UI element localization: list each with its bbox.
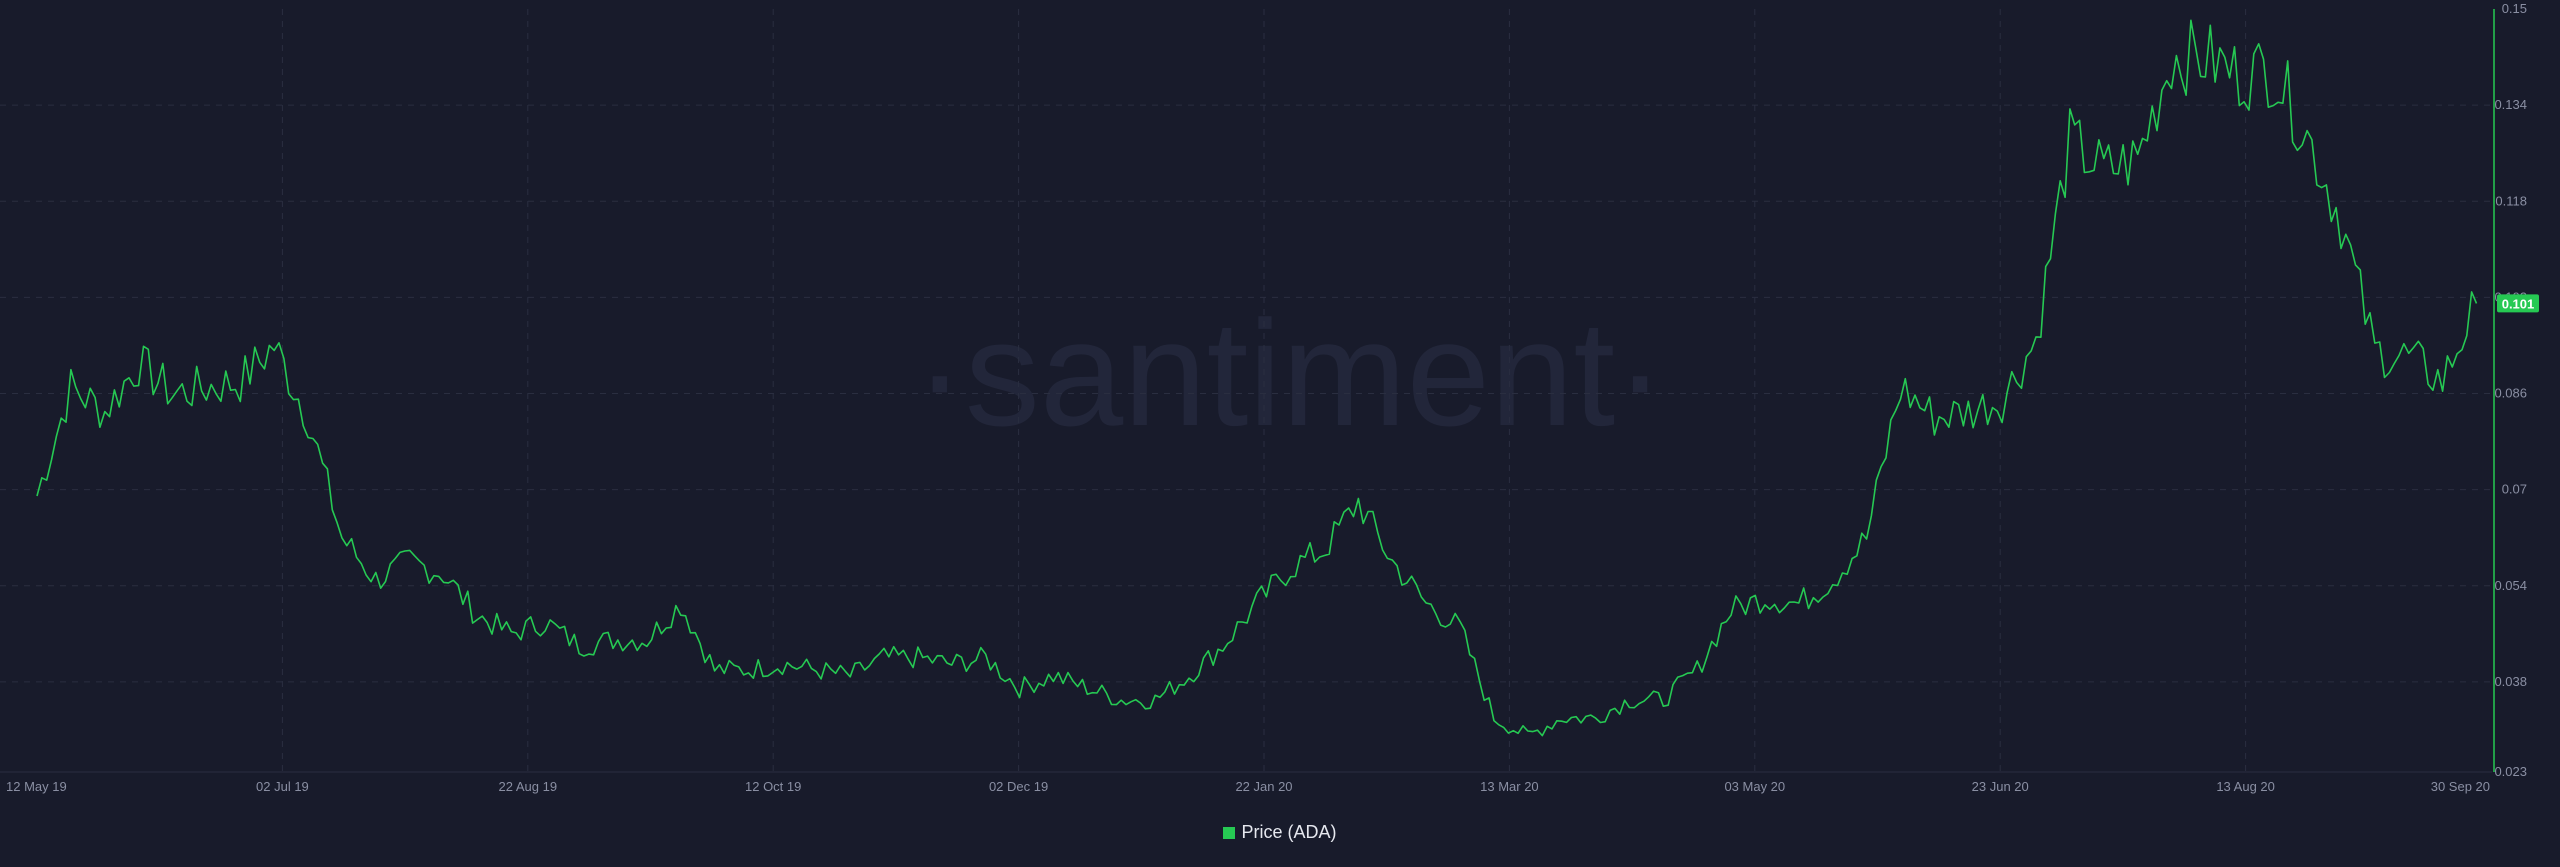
x-axis: 12 May 19 02 Jul 19 22 Aug 19 12 Oct 19 02 D…	[0, 771, 2492, 794]
x-tick-label: 13 Mar 20	[1480, 779, 1539, 794]
series-group	[36, 19, 2478, 737]
x-tick-label: 12 May 19	[6, 779, 67, 794]
x-tick-label: 02 Dec 19	[989, 779, 1048, 794]
legend-label: Price (ADA)	[1241, 822, 1337, 842]
y-tick-label: 0.15	[2502, 1, 2527, 16]
x-tick-label: 02 Jul 19	[256, 779, 309, 794]
y-tick-label: 0.134	[2494, 97, 2527, 112]
y-tick-label: 0.023	[2494, 764, 2527, 779]
y-tick-label: 0.118	[2495, 193, 2527, 208]
santiment-watermark: ·santiment·	[915, 289, 1665, 457]
x-tick-label: 22 Aug 19	[499, 779, 558, 794]
last-value-label: 0.101	[2502, 296, 2535, 311]
legend-swatch	[1223, 827, 1236, 839]
x-tick-label: 22 Jan 20	[1235, 779, 1292, 794]
last-value-badge: 0.101	[2497, 294, 2539, 313]
x-tick-label: 23 Jun 20	[1972, 779, 2029, 794]
y-tick-label: 0.07	[2502, 482, 2527, 497]
y-tick-label: 0.054	[2494, 578, 2527, 593]
x-tick-label: 03 May 20	[1724, 779, 1785, 794]
y-axis: 0.150.1340.1180.1020.0860.070.0540.0380.…	[2493, 1, 2527, 779]
last-value-badge-bg	[2497, 294, 2539, 313]
x-tick-label: 30 Sep 20	[2431, 779, 2490, 794]
chart-grid	[0, 9, 2492, 772]
x-tick-label: 13 Aug 20	[2216, 779, 2275, 794]
y-tick-label: 0.086	[2494, 386, 2527, 401]
y-tick-label: 0.038	[2494, 674, 2527, 689]
chart-legend[interactable]: Price (ADA)	[0, 822, 2560, 843]
x-tick-label: 12 Oct 19	[745, 779, 801, 794]
series-line-price-ada	[36, 19, 2478, 737]
